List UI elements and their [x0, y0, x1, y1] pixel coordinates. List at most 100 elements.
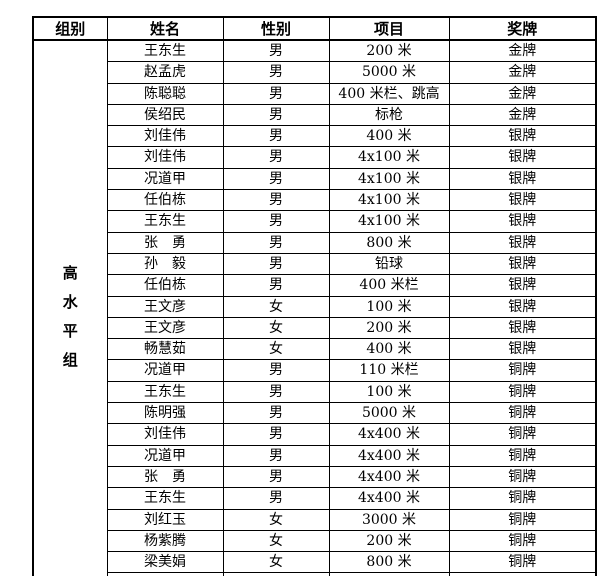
cell-event: 4x400 米	[328, 423, 450, 446]
cell-event: 400 米	[328, 338, 450, 361]
table-row-partial	[33, 572, 597, 576]
cell-name: 赵孟虎	[106, 61, 224, 84]
cell-name: 王东生	[106, 380, 224, 404]
table-body: 高 水 平 组王东生男 200 米金牌 赵孟虎男 5000 米金牌 陈聪聪男 400 米栏…	[32, 39, 597, 576]
header-row: 组别 姓名 性别 项目 奖牌	[32, 16, 597, 41]
cell-medal: 金牌	[448, 103, 597, 127]
cell-name: 况道甲	[106, 359, 224, 382]
cell-gender: 男	[222, 189, 330, 212]
cell-name: 张 勇	[106, 231, 224, 254]
cell-event: 4x400 米	[328, 444, 450, 467]
cell-gender: 女	[222, 295, 330, 318]
cell-medal: 铜牌	[448, 529, 597, 553]
table-row: 杨紫腾女 200 米铜牌	[33, 529, 597, 553]
cell-medal: 金牌	[448, 39, 597, 63]
cell-gender: 女	[222, 529, 330, 553]
cell-event: 400 米	[328, 125, 450, 148]
cell-gender: 女	[222, 508, 330, 531]
table-row: 王东生男 4x100 米银牌	[33, 210, 597, 233]
cell-event: 4x400 米	[328, 487, 450, 510]
cell-event: 200 米	[328, 39, 450, 63]
cell-gender: 女	[222, 316, 330, 340]
cell-event: 4x100 米	[328, 210, 450, 233]
table-row: 刘佳伟男 4x100 米银牌	[33, 146, 597, 169]
cell-medal: 铜牌	[448, 465, 597, 489]
cell-medal: 铜牌	[448, 380, 597, 404]
cell-event: 200 米	[328, 316, 450, 340]
cell-gender: 男	[222, 444, 330, 467]
cell-event: 800 米	[328, 551, 450, 574]
table-row: 刘佳伟男 4x400 米铜牌	[33, 423, 597, 446]
cell-event: 800 米	[328, 231, 450, 254]
table-row: 王东生男 100 米铜牌	[33, 380, 597, 404]
table-row: 梁美娟女 800 米铜牌	[33, 551, 597, 574]
cell-medal: 银牌	[448, 252, 597, 276]
table-row: 畅慧茹女 400 米银牌	[33, 338, 597, 361]
cell-medal: 银牌	[448, 189, 597, 212]
cell-name: 侯绍民	[106, 103, 224, 127]
cell-name: 孙 毅	[106, 252, 224, 276]
cell-gender: 男	[222, 465, 330, 489]
cell-medal: 金牌	[448, 82, 597, 105]
table-row: 刘红玉女 3000 米铜牌	[33, 508, 597, 531]
cell-event: 3000 米	[328, 508, 450, 531]
table-row: 况道甲男 110 米栏 铜牌	[33, 359, 597, 382]
table-row: 况道甲男 4x100 米银牌	[33, 167, 597, 191]
cell-gender: 男	[222, 82, 330, 105]
cell-event: 5000 米	[328, 402, 450, 425]
cell-gender: 男	[222, 359, 330, 382]
table-row: 赵孟虎男 5000 米金牌	[33, 61, 597, 84]
medal-table: 组别 姓名 性别 项目 奖牌 高 水 平 组王东生男 200 米金牌 赵孟虎男 500…	[32, 16, 597, 576]
cell-name: 王东生	[106, 210, 224, 233]
col-header-medal: 奖牌	[448, 16, 597, 41]
cell-gender: 男	[222, 125, 330, 148]
table-row: 任伯栋男 400 米栏 银牌	[33, 274, 597, 297]
cell-medal: 铜牌	[448, 508, 597, 531]
cell-event: 400 米栏	[328, 274, 450, 297]
cell-medal: 铜牌	[448, 423, 597, 446]
col-header-group: 组别	[32, 16, 108, 41]
cell-name: 陈明强	[106, 402, 224, 425]
cell-name: 张 勇	[106, 465, 224, 489]
cell-empty	[448, 572, 597, 576]
cell-gender: 男	[222, 274, 330, 297]
cell-medal: 银牌	[448, 231, 597, 254]
cell-gender: 男	[222, 402, 330, 425]
cell-medal: 铜牌	[448, 487, 597, 510]
cell-medal: 铜牌	[448, 402, 597, 425]
cell-event: 5000 米	[328, 61, 450, 84]
cell-medal: 银牌	[448, 210, 597, 233]
table-row: 王文彦女 200 米银牌	[33, 316, 597, 340]
cell-medal: 银牌	[448, 146, 597, 169]
cell-name: 刘佳伟	[106, 146, 224, 169]
table-row: 王文彦女 100 米银牌	[33, 295, 597, 318]
cell-gender: 男	[222, 167, 330, 191]
cell-gender: 男	[222, 210, 330, 233]
cell-medal: 银牌	[448, 274, 597, 297]
col-header-event: 项目	[328, 16, 450, 41]
cell-gender: 男	[222, 146, 330, 169]
cell-gender: 男	[222, 487, 330, 510]
table-row: 况道甲男 4x400 米铜牌	[33, 444, 597, 467]
cell-event: 4x100 米	[328, 167, 450, 191]
cell-medal: 银牌	[448, 295, 597, 318]
cell-name: 刘红玉	[106, 508, 224, 531]
cell-name: 畅慧茹	[106, 338, 224, 361]
cell-event: 4x100 米	[328, 146, 450, 169]
cell-gender: 男	[222, 103, 330, 127]
cell-name: 杨紫腾	[106, 529, 224, 553]
cell-gender: 男	[222, 39, 330, 63]
cell-gender: 男	[222, 61, 330, 84]
cell-event: 100 米	[328, 295, 450, 318]
cell-medal: 铜牌	[448, 359, 597, 382]
cell-medal: 金牌	[448, 61, 597, 84]
cell-medal: 铜牌	[448, 444, 597, 467]
cell-medal: 银牌	[448, 316, 597, 340]
cell-name: 任伯栋	[106, 189, 224, 212]
cell-medal: 银牌	[448, 167, 597, 191]
group-cell: 高 水 平 组	[32, 39, 108, 576]
cell-name: 王文彦	[106, 316, 224, 340]
cell-name: 陈聪聪	[106, 82, 224, 105]
cell-name: 王文彦	[106, 295, 224, 318]
cell-event: 100 米	[328, 380, 450, 404]
